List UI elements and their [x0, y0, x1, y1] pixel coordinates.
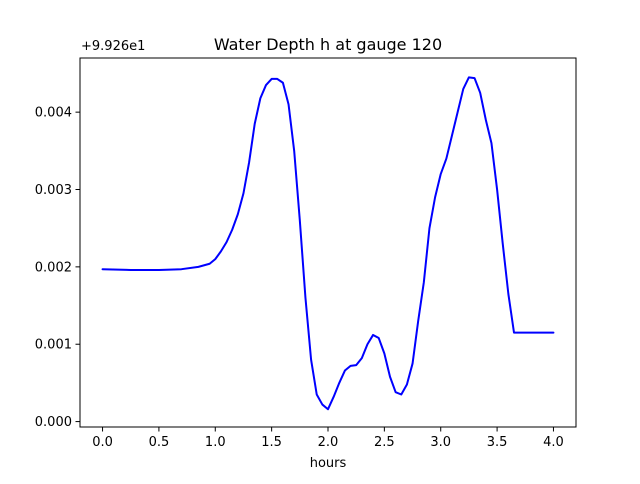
y-offset-label: +9.926e1	[81, 39, 145, 54]
x-tick-label: 0.0	[92, 435, 113, 450]
x-tick-label: 3.0	[430, 435, 451, 450]
y-tick-label: 0.000	[35, 415, 72, 430]
y-tick-label: 0.003	[35, 183, 72, 198]
y-tick-label: 0.002	[35, 260, 72, 275]
y-tick-label: 0.004	[35, 106, 72, 121]
x-tick-label: 2.5	[374, 435, 395, 450]
x-tick-label: 3.5	[487, 435, 508, 450]
x-axis-ticks: 0.0 0.5 1.0 1.5 2.0 2.5 3.0 3.5 4.0	[92, 427, 564, 450]
y-axis-ticks: 0.000 0.001 0.002 0.003 0.004	[35, 106, 80, 430]
x-axis-label: hours	[310, 456, 347, 471]
chart-title: Water Depth h at gauge 120	[214, 35, 442, 54]
x-tick-label: 4.0	[543, 435, 564, 450]
x-tick-label: 0.5	[149, 435, 170, 450]
x-tick-label: 2.0	[318, 435, 339, 450]
series-line-0	[101, 76, 555, 411]
x-tick-label: 1.0	[205, 435, 226, 450]
y-tick-label: 0.001	[35, 338, 72, 353]
x-tick-label: 1.5	[261, 435, 282, 450]
